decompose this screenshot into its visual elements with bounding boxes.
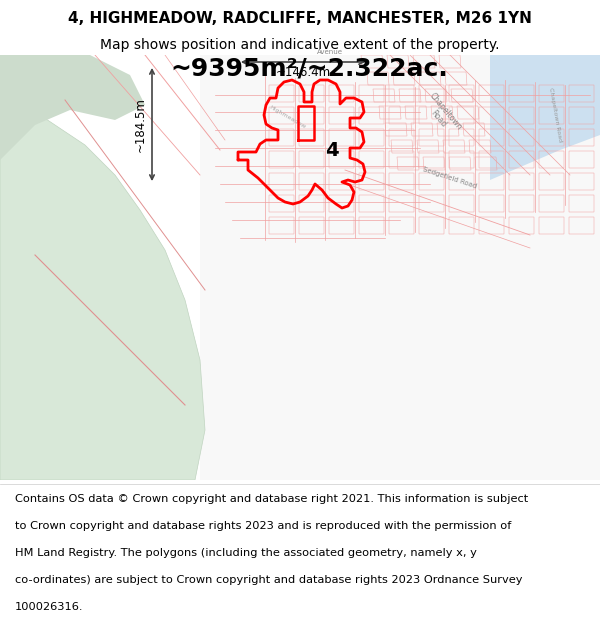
Bar (479, 173, 504, 190)
Bar (539, 151, 564, 168)
Text: 100026316.: 100026316. (15, 602, 83, 612)
Text: ~9395m²/~2.322ac.: ~9395m²/~2.322ac. (170, 56, 448, 80)
Bar (359, 151, 384, 168)
Text: 4: 4 (325, 141, 339, 159)
Polygon shape (0, 90, 205, 480)
Text: 4, HIGHMEADOW, RADCLIFFE, MANCHESTER, M26 1YN: 4, HIGHMEADOW, RADCLIFFE, MANCHESTER, M2… (68, 11, 532, 26)
Bar (329, 151, 354, 168)
Bar (269, 217, 294, 234)
Bar (299, 217, 324, 234)
Bar (389, 195, 414, 212)
Bar (569, 173, 594, 190)
Polygon shape (490, 55, 600, 180)
Bar (449, 217, 474, 234)
Bar (479, 107, 504, 124)
Text: Chapeltown Road: Chapeltown Road (548, 88, 562, 142)
Bar (269, 173, 294, 190)
Bar (539, 195, 564, 212)
Bar (419, 151, 444, 168)
Text: Contains OS data © Crown copyright and database right 2021. This information is : Contains OS data © Crown copyright and d… (15, 494, 528, 504)
Bar (269, 195, 294, 212)
Bar (419, 195, 444, 212)
Bar (299, 129, 324, 146)
Bar (479, 129, 504, 146)
Text: co-ordinates) are subject to Crown copyright and database rights 2023 Ordnance S: co-ordinates) are subject to Crown copyr… (15, 575, 523, 585)
Bar (359, 173, 384, 190)
Text: to Crown copyright and database rights 2023 and is reproduced with the permissio: to Crown copyright and database rights 2… (15, 521, 511, 531)
Bar (479, 85, 504, 102)
Text: Chapeltown
Road: Chapeltown Road (420, 91, 464, 139)
Bar (419, 85, 444, 102)
Bar (299, 195, 324, 212)
Text: ~146.4m: ~146.4m (275, 66, 331, 79)
Bar (509, 85, 534, 102)
Bar (539, 129, 564, 146)
Bar (419, 129, 444, 146)
Bar (569, 217, 594, 234)
Bar (359, 129, 384, 146)
Bar (329, 107, 354, 124)
Bar (449, 107, 474, 124)
Bar (569, 195, 594, 212)
Bar (389, 129, 414, 146)
Bar (389, 173, 414, 190)
Bar (539, 85, 564, 102)
Text: Avenue: Avenue (317, 49, 343, 55)
Bar (299, 151, 324, 168)
Polygon shape (0, 55, 145, 160)
Bar (449, 195, 474, 212)
Bar (449, 173, 474, 190)
Bar (539, 217, 564, 234)
Bar (329, 195, 354, 212)
Bar (479, 217, 504, 234)
Bar (329, 173, 354, 190)
Text: ~184.5m: ~184.5m (134, 97, 147, 152)
Bar (359, 107, 384, 124)
Bar (359, 85, 384, 102)
Bar (299, 173, 324, 190)
Bar (389, 151, 414, 168)
Bar (359, 195, 384, 212)
Bar (269, 151, 294, 168)
Bar (539, 107, 564, 124)
Bar (449, 151, 474, 168)
Bar (509, 217, 534, 234)
Bar (509, 195, 534, 212)
Bar (299, 107, 324, 124)
Text: HM Land Registry. The polygons (including the associated geometry, namely x, y: HM Land Registry. The polygons (includin… (15, 548, 477, 558)
Text: Map shows position and indicative extent of the property.: Map shows position and indicative extent… (100, 39, 500, 52)
Bar (539, 173, 564, 190)
Bar (449, 85, 474, 102)
Bar (329, 217, 354, 234)
Text: Highmeadow: Highmeadow (269, 104, 307, 129)
Bar (509, 107, 534, 124)
Bar (419, 107, 444, 124)
Bar (269, 85, 294, 102)
Bar (389, 217, 414, 234)
Polygon shape (200, 55, 600, 480)
Bar (509, 173, 534, 190)
Bar (269, 107, 294, 124)
Bar (569, 151, 594, 168)
Bar (269, 129, 294, 146)
Bar (389, 107, 414, 124)
Bar (329, 85, 354, 102)
Bar (299, 85, 324, 102)
Bar (419, 173, 444, 190)
Bar (569, 129, 594, 146)
Bar (419, 217, 444, 234)
Bar (569, 107, 594, 124)
Bar (569, 85, 594, 102)
Bar (479, 151, 504, 168)
Bar (389, 85, 414, 102)
Bar (509, 151, 534, 168)
Bar (359, 217, 384, 234)
Bar (449, 129, 474, 146)
Bar (329, 129, 354, 146)
Text: Sedgefield Road: Sedgefield Road (422, 166, 478, 189)
Bar (479, 195, 504, 212)
Bar (509, 129, 534, 146)
